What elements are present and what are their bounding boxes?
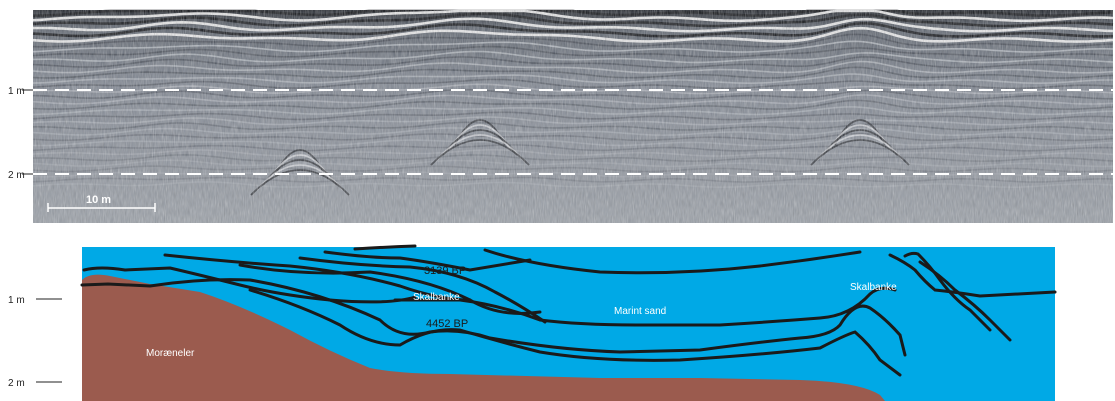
moraine-clay-unit: [82, 274, 885, 401]
scale-bar: 10 m: [47, 194, 156, 212]
interp-depth-label-1m: 1 m: [8, 295, 25, 306]
radar-depth-label-2m: 2 m: [8, 170, 25, 181]
horizon-line: [888, 253, 1057, 298]
label-marint-sand: Marint sand: [614, 306, 666, 317]
horizon-line: [298, 256, 547, 324]
horizon-line: [903, 251, 992, 332]
horizon-line: [238, 263, 542, 315]
horizon-line: [163, 253, 472, 302]
horizon-line: [483, 248, 862, 275]
scale-bar-label: 10 m: [86, 194, 111, 206]
date-label-upper: 3139 BP: [424, 265, 466, 277]
label-moraeneler: Moræneler: [146, 348, 195, 359]
horizon-line: [80, 278, 907, 357]
horizon-line: [353, 244, 417, 251]
horizon-line: [248, 288, 902, 377]
interp-depth-label-2m: 2 m: [8, 378, 25, 389]
date-label-lower: 4452 BP: [426, 318, 468, 330]
radargram-noise: [33, 10, 1113, 223]
horizon-line: [323, 250, 532, 272]
label-skalbanke-left: Skalbanke: [413, 292, 460, 303]
horizon-line: [82, 266, 417, 304]
horizon-line: [393, 286, 897, 327]
horizon-line: [918, 260, 1012, 342]
interpretation-panel: Moræneler Skalbanke Marint sand Skalbank…: [8, 244, 1057, 401]
interpreted-horizons: [80, 244, 1057, 377]
radargram-panel: 1 m 2 m 10 m: [8, 9, 1114, 223]
radar-depth-label-1m: 1 m: [8, 86, 25, 97]
label-skalbanke-right: Skalbanke: [850, 282, 897, 293]
